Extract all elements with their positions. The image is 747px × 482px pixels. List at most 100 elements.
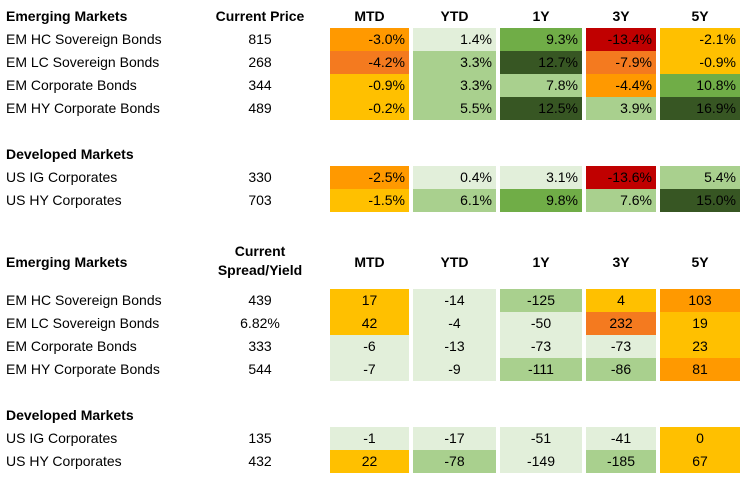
- header-ytd: YTD: [440, 8, 469, 24]
- row-label: EM HC Sovereign Bonds: [6, 31, 162, 47]
- section-title-developed-markets: Developed Markets: [6, 407, 134, 423]
- value-cell-ytd: 3.3%: [413, 74, 496, 97]
- value-cell-mtd: 17: [330, 289, 409, 312]
- value-cell-1y: -50: [500, 312, 582, 335]
- value-cell-3y: -185: [586, 450, 656, 473]
- value-cell-5y: 10.8%: [660, 74, 740, 97]
- value-cell-3y: -13.4%: [586, 28, 656, 51]
- current-spread-yield-value: 135: [248, 430, 272, 446]
- current-spread-yield-value: 544: [248, 361, 272, 377]
- header-row: Current Price MTD YTD 1Y 3Y 5Y: [0, 5, 747, 28]
- header-line-1: Current: [234, 243, 286, 259]
- header-5y: 5Y: [691, 254, 709, 270]
- value-cell-5y: 16.9%: [660, 97, 740, 120]
- value-cell-1y: 9.8%: [500, 189, 582, 212]
- value-cell-3y: 7.6%: [586, 189, 656, 212]
- header-3y: 3Y: [612, 8, 630, 24]
- value-cell-ytd: 3.3%: [413, 51, 496, 74]
- header-1y: 1Y: [532, 254, 550, 270]
- header-row: MTD YTD 1Y 3Y 5Y: [0, 251, 747, 274]
- current-spread-yield-value: 439: [248, 292, 272, 308]
- current-price-value: 703: [248, 192, 272, 208]
- table-row: EM LC Sovereign Bonds 268 -4.2% 3.3% 12.7% -7…: [0, 51, 747, 74]
- section-title-emerging-markets: Emerging Markets: [6, 254, 128, 270]
- value-cell-3y: -13.6%: [586, 166, 656, 189]
- value-cell-1y: -111: [500, 358, 582, 381]
- row-label: EM HC Sovereign Bonds: [6, 292, 162, 308]
- value-cell-5y: 15.0%: [660, 189, 740, 212]
- value-cell-1y: -149: [500, 450, 582, 473]
- value-cell-5y: -2.1%: [660, 28, 740, 51]
- value-cell-ytd: 6.1%: [413, 189, 496, 212]
- value-cell-1y: 9.3%: [500, 28, 582, 51]
- current-spread-yield-value: 6.82%: [240, 315, 280, 331]
- header-mtd: MTD: [354, 254, 385, 270]
- table-row: EM Corporate Bonds 344 -0.9% 3.3% 7.8% -4.4% 1…: [0, 74, 747, 97]
- value-cell-ytd: -9: [413, 358, 496, 381]
- header-line-2: Spread/Yield: [217, 262, 303, 278]
- value-cell-5y: 103: [660, 289, 740, 312]
- value-cell-1y: 12.5%: [500, 97, 582, 120]
- value-cell-ytd: -14: [413, 289, 496, 312]
- value-cell-mtd: -4.2%: [330, 51, 409, 74]
- header-1y: 1Y: [532, 8, 550, 24]
- value-cell-3y: -7.9%: [586, 51, 656, 74]
- value-cell-mtd: 22: [330, 450, 409, 473]
- current-price-value: 268: [248, 54, 272, 70]
- row-label: EM HY Corporate Bonds: [6, 361, 160, 377]
- value-cell-mtd: -1.5%: [330, 189, 409, 212]
- current-spread-yield-value: 432: [248, 453, 272, 469]
- value-cell-3y: -73: [586, 335, 656, 358]
- value-cell-5y: 67: [660, 450, 740, 473]
- table-row: US HY Corporates 703 -1.5% 6.1% 9.8% 7.6% 15.0…: [0, 189, 747, 212]
- row-label: EM HY Corporate Bonds: [6, 100, 160, 116]
- value-cell-1y: 12.7%: [500, 51, 582, 74]
- value-cell-5y: -0.9%: [660, 51, 740, 74]
- value-cell-3y: 3.9%: [586, 97, 656, 120]
- header-mtd: MTD: [354, 8, 385, 24]
- value-cell-1y: -51: [500, 427, 582, 450]
- row-label: EM Corporate Bonds: [6, 77, 137, 93]
- value-cell-5y: 19: [660, 312, 740, 335]
- current-price-value: 330: [248, 169, 272, 185]
- value-cell-mtd: 42: [330, 312, 409, 335]
- row-label: US IG Corporates: [6, 169, 118, 185]
- table-row: US IG Corporates 135 -1 -17 -51 -41 0: [0, 427, 747, 450]
- value-cell-ytd: 5.5%: [413, 97, 496, 120]
- row-label: EM LC Sovereign Bonds: [6, 315, 160, 331]
- value-cell-mtd: -3.0%: [330, 28, 409, 51]
- value-cell-5y: 0: [660, 427, 740, 450]
- table-row: EM LC Sovereign Bonds 6.82% 42 -4 -50 232 19: [0, 312, 747, 335]
- current-price-value: 489: [248, 100, 272, 116]
- value-cell-1y: -73: [500, 335, 582, 358]
- value-cell-mtd: -0.9%: [330, 74, 409, 97]
- value-cell-1y: -125: [500, 289, 582, 312]
- table-row: EM HC Sovereign Bonds 439 17 -14 -125 4 103: [0, 289, 747, 312]
- row-label: EM Corporate Bonds: [6, 338, 137, 354]
- value-cell-ytd: 0.4%: [413, 166, 496, 189]
- row-label: US HY Corporates: [6, 192, 122, 208]
- section-title-emerging-markets: Emerging Markets: [6, 8, 128, 24]
- section-title-developed-markets: Developed Markets: [6, 146, 134, 162]
- row-label: US HY Corporates: [6, 453, 122, 469]
- value-cell-ytd: 1.4%: [413, 28, 496, 51]
- table-row: EM HC Sovereign Bonds 815 -3.0% 1.4% 9.3% -13…: [0, 28, 747, 51]
- value-cell-mtd: -2.5%: [330, 166, 409, 189]
- row-label: US IG Corporates: [6, 430, 118, 446]
- current-price-value: 815: [248, 31, 272, 47]
- value-cell-ytd: -13: [413, 335, 496, 358]
- value-cell-5y: 81: [660, 358, 740, 381]
- value-cell-1y: 7.8%: [500, 74, 582, 97]
- header-current-price: Current Price: [215, 8, 305, 24]
- header-ytd: YTD: [440, 254, 469, 270]
- value-cell-ytd: -78: [413, 450, 496, 473]
- value-cell-mtd: -6: [330, 335, 409, 358]
- row-label: EM LC Sovereign Bonds: [6, 54, 160, 70]
- header-5y: 5Y: [691, 8, 709, 24]
- header-current-spread-yield: Current Spread/Yield: [200, 242, 320, 280]
- header-3y: 3Y: [612, 254, 630, 270]
- value-cell-3y: 4: [586, 289, 656, 312]
- value-cell-3y: -41: [586, 427, 656, 450]
- table-row: US HY Corporates 432 22 -78 -149 -185 67: [0, 450, 747, 473]
- value-cell-mtd: -1: [330, 427, 409, 450]
